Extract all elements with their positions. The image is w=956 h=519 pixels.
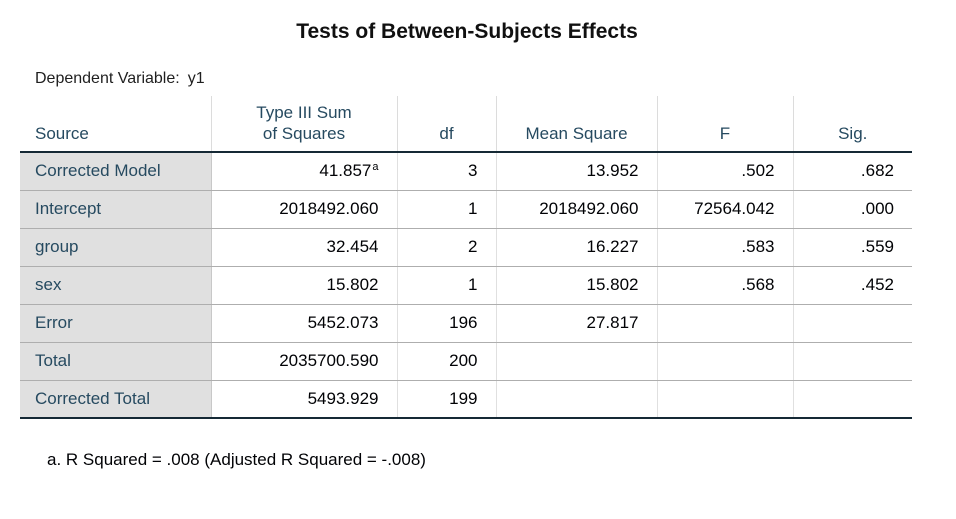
- cell-mean-square: 15.802: [495, 266, 657, 305]
- cell-df-value: 2: [468, 237, 478, 256]
- column-header-source: Source: [20, 96, 211, 153]
- cell-df: 199: [396, 380, 496, 419]
- cell-sig-value: .559: [860, 237, 894, 256]
- cell-f: 72564.042: [656, 190, 793, 229]
- cell-f-value: .502: [741, 161, 775, 181]
- row-source-value: Total: [35, 351, 71, 370]
- cell-sig-value: .000: [860, 199, 894, 218]
- row-source: Intercept: [20, 190, 212, 229]
- cell-f-value: .583: [741, 237, 775, 256]
- header-row: Source Type III Sum of Squares df Mean Sq…: [20, 96, 912, 153]
- cell-sig: [792, 304, 912, 343]
- table-row-sex: sex 15.802 1 15.802 .568 .452: [20, 266, 912, 305]
- row-source: sex: [20, 266, 212, 305]
- table-row-corrected-total: Corrected Total 5493.929 199: [20, 380, 912, 419]
- row-source-value: group: [35, 237, 79, 256]
- cell-sum-of-squares: 32.454: [211, 228, 397, 267]
- column-header-ss-line1: Type III Sum: [256, 103, 352, 122]
- footnote: a. R Squared = .008 (Adjusted R Squared …: [47, 450, 426, 469]
- cell-f: .502: [656, 152, 793, 191]
- column-header-sig: Sig.: [792, 96, 912, 153]
- cell-df: 200: [396, 342, 496, 381]
- cell-sig: .682: [792, 152, 912, 191]
- table-row-intercept: Intercept 2018492.060 1 2018492.060 72564.04…: [20, 190, 912, 229]
- cell-mean-square: 16.227: [495, 228, 657, 267]
- cell-df: 196: [396, 304, 496, 343]
- cell-f: .583: [656, 228, 793, 267]
- cell-df-value: 200: [449, 351, 478, 370]
- table-row-group: group 32.454 2 16.227 .583 .559: [20, 228, 912, 267]
- cell-df-value: 1: [468, 199, 478, 218]
- cell-mean-square-value: 2018492.060: [539, 199, 639, 218]
- cell-sum-of-squares: 2035700.590: [211, 342, 397, 381]
- row-source: Error: [20, 304, 212, 343]
- cell-mean-square: 27.817: [495, 304, 657, 343]
- cell-df: 2: [396, 228, 496, 267]
- cell-mean-square: 2018492.060: [495, 190, 657, 229]
- dependent-variable-value: y1: [187, 70, 205, 87]
- cell-df: 3: [396, 152, 496, 191]
- cell-sig: .559: [792, 228, 912, 267]
- table-row-error: Error 5452.073 196 27.817: [20, 304, 912, 343]
- cell-mean-square: [495, 342, 657, 381]
- cell-df-value: 199: [449, 388, 478, 408]
- cell-df: 1: [396, 190, 496, 229]
- cell-f: .568: [656, 266, 793, 305]
- dependent-variable-label: Dependent Variable:: [35, 70, 180, 87]
- cell-sig: .000: [792, 190, 912, 229]
- cell-f: [656, 304, 793, 343]
- column-header-sum-of-squares: Type III Sum of Squares: [210, 96, 397, 153]
- cell-mean-square: 13.952: [495, 152, 657, 191]
- cell-mean-square: [495, 380, 657, 419]
- column-header-mean-square: Mean Square: [495, 96, 657, 153]
- row-source-value: Corrected Model: [35, 161, 161, 181]
- cell-mean-square-value: 15.802: [586, 275, 639, 294]
- column-header-f: F: [656, 96, 793, 153]
- cell-f-value: .568: [741, 275, 775, 294]
- cell-sig: .452: [792, 266, 912, 305]
- cell-sum-of-squares: 15.802: [211, 266, 397, 305]
- cell-mean-square-value: 16.227: [586, 237, 639, 256]
- row-source: Corrected Total: [20, 380, 212, 419]
- cell-sum-of-squares-value: 32.454: [326, 237, 379, 256]
- row-source-value: Intercept: [35, 199, 102, 218]
- cell-f: [656, 342, 793, 381]
- cell-sig: [792, 380, 912, 419]
- row-source: group: [20, 228, 212, 267]
- cell-df-value: 196: [449, 313, 478, 332]
- cell-mean-square-value: 27.817: [586, 313, 639, 332]
- cell-sum-of-squares: 2018492.060: [211, 190, 397, 229]
- row-source-value: Corrected Total: [35, 388, 150, 408]
- row-source-value: Error: [35, 313, 73, 332]
- cell-sum-of-squares-value: 5452.073: [307, 313, 379, 332]
- table-row-total: Total 2035700.590 200: [20, 342, 912, 381]
- column-header-ss-line2: of Squares: [262, 124, 346, 143]
- cell-df-value: 1: [468, 275, 478, 294]
- column-header-df: df: [396, 96, 496, 153]
- cell-sum-of-squares: 5452.073: [211, 304, 397, 343]
- cell-sum-of-squares-value: 15.802: [326, 275, 379, 294]
- cell-df: 1: [396, 266, 496, 305]
- cell-f-value: 72564.042: [694, 199, 775, 218]
- row-source: Total: [20, 342, 212, 381]
- table-row-corrected-model: Corrected Model 41.857a 3 13.952 .502 .682: [20, 152, 912, 191]
- cell-sig-value: .682: [860, 161, 894, 181]
- anova-table: Source Type III Sum of Squares df Mean Sq…: [20, 96, 912, 419]
- cell-sum-of-squares-value: 2018492.060: [279, 199, 379, 218]
- cell-df-value: 3: [468, 161, 478, 181]
- dependent-variable: Dependent Variable: y1: [35, 70, 205, 88]
- cell-sig: [792, 342, 912, 381]
- cell-mean-square-value: 13.952: [586, 161, 639, 181]
- cell-sum-of-squares-value: 2035700.590: [279, 351, 379, 370]
- row-source: Corrected Model: [20, 152, 212, 191]
- cell-sum-of-squares: 5493.929: [211, 380, 397, 419]
- footnote-marker: a: [372, 161, 379, 174]
- cell-sum-of-squares-value: 41.857: [319, 161, 372, 181]
- cell-sig-value: .452: [860, 275, 894, 294]
- row-source-value: sex: [35, 275, 62, 294]
- cell-f: [656, 380, 793, 419]
- cell-sum-of-squares-value: 5493.929: [307, 388, 379, 408]
- cell-sum-of-squares: 41.857a: [211, 152, 397, 191]
- table-title: Tests of Between-Subjects Effects: [296, 20, 638, 43]
